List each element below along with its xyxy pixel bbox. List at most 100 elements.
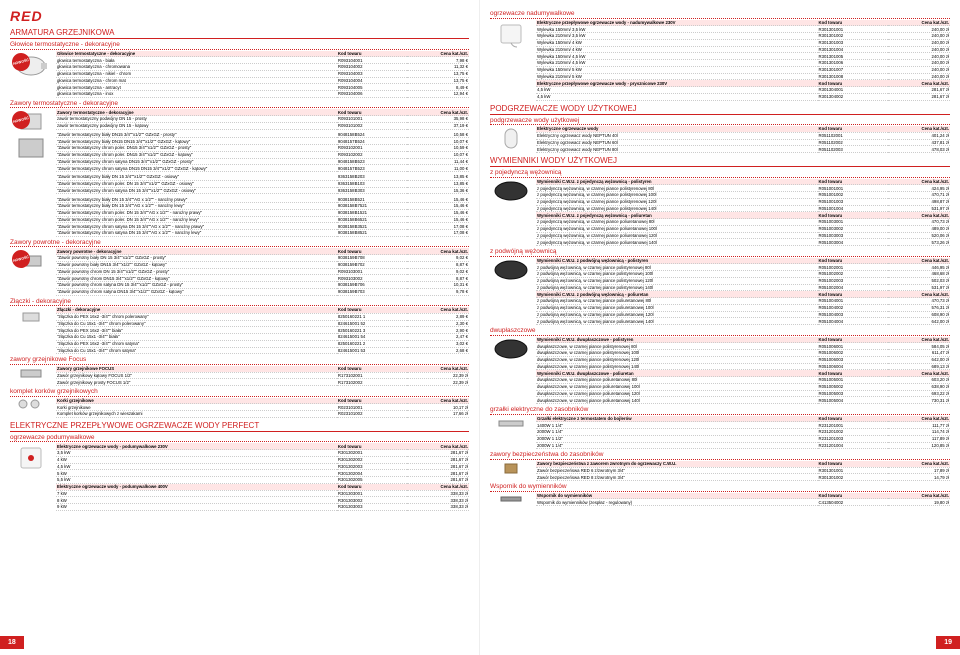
table-row: Wylewka 210mm/ 4,5 kWR301301006240,00 zł bbox=[536, 60, 950, 67]
sub-dwuplaszcz: dwupłaszczowe bbox=[490, 327, 950, 336]
section-grzalki: Grzałki elektryczne z termostatem do boj… bbox=[490, 416, 950, 450]
img-zlaczki bbox=[10, 307, 52, 354]
table-row: Wylewka 150mm/ 4,5 kWR301301005240,00 zł bbox=[536, 53, 950, 60]
table-row: Komplet korków grzejnikowych z wieszakam… bbox=[56, 411, 469, 418]
sub-podwojna: z podwójną wężownicą bbox=[490, 248, 950, 257]
table-row: Wylewka 210mm/ 3,5 kWR301301002240,00 zł bbox=[536, 33, 950, 40]
img-wspornik bbox=[490, 493, 532, 507]
section-zawory-powr: NOWOŚĆ Zawory powrotne - dekoracyjneKod … bbox=[10, 248, 469, 295]
table-row: "Zawór termostatyczny chrom poler. DN 15… bbox=[56, 180, 469, 187]
table-row: z podwójną wężownicą, w czarnej piance p… bbox=[536, 318, 950, 325]
table-row: dwupłaszczowe, w czarnej piance poliuret… bbox=[536, 390, 950, 397]
section-zlaczki: Złączki - dekoracyjneKod towaruCena kat.… bbox=[10, 307, 469, 354]
table-row: z podwójną wężownicą, w czarnej piance p… bbox=[536, 311, 950, 318]
sub-pojedyncza: z pojedynczą wężownicą bbox=[490, 169, 950, 178]
heading-wymienniki: WYMIENNIKI WODY UŻYTKOWEJ bbox=[490, 156, 950, 167]
right-page: ogrzewacze nadumywalkowe Elektryczne prz… bbox=[480, 0, 960, 655]
table-row: głowica termostatyczna - nikiel - chromR… bbox=[56, 70, 469, 77]
table-row: z podwójną wężownicą, w czarnej piance p… bbox=[536, 304, 950, 311]
table-row: z pojedynczą wężownicą, w czarnej piance… bbox=[536, 225, 950, 232]
table-row: dwupłaszczowe, w czarnej piance polistyr… bbox=[536, 350, 950, 357]
section-zawory-bezp: Zawory bezpieczeństwa z zaworem zwrotnym… bbox=[490, 461, 950, 481]
table-row: 2000W 1 1/2"R231201003117,89 zł bbox=[536, 435, 950, 442]
table-row: Wspornik do wymienników (zespłaz - regul… bbox=[536, 499, 950, 505]
img-podgrz bbox=[490, 126, 532, 153]
table-row: "Zawór termostatyczny chrom satyna DN15 … bbox=[56, 165, 469, 172]
table-row: "złączka do Cu 15x1 -3/4"" chrom satyna"… bbox=[56, 347, 469, 354]
section-podumy: Elektryczne ogrzewacze wody - podumywalk… bbox=[10, 443, 469, 511]
table-row: Elektryczny ogrzewacz wody NEPTUN 80lR05… bbox=[536, 146, 950, 153]
page-number-right: 19 bbox=[936, 636, 960, 649]
table-row: z pojedynczą wężownicą, w czarnej piance… bbox=[536, 239, 950, 246]
section-wspornik: Wspornik do wymiennikówKod towaruCena ka… bbox=[490, 493, 950, 507]
table-row: z pojedynczą wężownicą, w czarnej piance… bbox=[536, 192, 950, 199]
section-zawory-term: NOWOŚĆ Zawory termostatyczne - dekoracyj… bbox=[10, 109, 469, 237]
section-podgrz: Elektryczne ogrzewacze wodyKod towaruCen… bbox=[490, 126, 950, 153]
section-dwuplaszcz: Wymienniki C.W.U. dwupłaszczowe - polist… bbox=[490, 337, 950, 405]
img-nadumy bbox=[490, 20, 532, 101]
table-row: 5,5 kWR301302005281,67 zł bbox=[56, 477, 469, 484]
table-row: Elektryczny ogrzewacz wody NEPTUN 60lR05… bbox=[536, 139, 950, 146]
table-row: "złączka do PEX 16x2 -3/4"" biała"825016… bbox=[56, 327, 469, 334]
table-row: 2000W 1 1/4"R231201002114,74 zł bbox=[536, 429, 950, 436]
table-row: 2000W 1 1/4"R231201004120,85 zł bbox=[536, 442, 950, 449]
table-row: "Zawór termostatyczny chrom poler. DN 15… bbox=[56, 209, 469, 216]
heading-podgrz: PODGRZEWACZE WODY UŻYTKOWEJ bbox=[490, 104, 950, 115]
table-row: 4 kWR301302002281,67 zł bbox=[56, 456, 469, 463]
table-row: "Zawór powrotny chrom DN15 3/4""x1/2"" G… bbox=[56, 275, 469, 282]
table-row: "Zawór powrotny chrom satyna DN15 3/4""x… bbox=[56, 288, 469, 295]
table-row: Wylewka 210mm/ 5 kWR301301008240,00 zł bbox=[536, 73, 950, 80]
sub-zawory-bezp: zawory bezpieczeństwa do zasobników bbox=[490, 451, 950, 460]
table-row: Zawór grzejnikowy prosty FOCUS 1/2"R1731… bbox=[56, 379, 469, 386]
img-zawory-term: NOWOŚĆ bbox=[10, 109, 52, 237]
table-row: 4,5 kWR301304002281,67 zł bbox=[536, 93, 950, 100]
img-zawory-bezp bbox=[490, 461, 532, 481]
sub-zawory-term: Zawory termostatyczne - dekoracyjne bbox=[10, 100, 469, 109]
table-row: dwupłaszczowe, w czarnej piance polistyr… bbox=[536, 356, 950, 363]
heading-armatura: ARMATURA GRZEJNIKOWA bbox=[10, 28, 469, 39]
img-grzalki bbox=[490, 416, 532, 450]
table-row: "złączka do Cu 15x1 -3/4"" biała"8246150… bbox=[56, 334, 469, 341]
img-korki bbox=[10, 398, 52, 418]
img-podumy bbox=[10, 443, 52, 511]
table-row: "Zawór termostatyczny chrom poler. DN15 … bbox=[56, 151, 469, 158]
table-row: "Zawór termostatyczny chrom satyna DN15 … bbox=[56, 158, 469, 165]
table-row: "Zawór powrotny chrom satyna DN 15 3/4""… bbox=[56, 282, 469, 289]
table-row: Wylewka 150mm/ 4 kWR301301003240,00 zł bbox=[536, 39, 950, 46]
table-row: "złączka do Cu 15x1 -3/4"" chrom polerow… bbox=[56, 320, 469, 327]
table-row: głowica termostatyczna - inoxR0931040061… bbox=[56, 91, 469, 98]
table-row: z podwójną wężownicą, w czarnej piance p… bbox=[536, 271, 950, 278]
table-row: 8 kWR301303002338,33 zł bbox=[56, 497, 469, 504]
sub-wspornik: Wspornik do wymienników bbox=[490, 483, 950, 492]
table-row: "Zawór termostatyczny chrom poler. DN15 … bbox=[56, 145, 469, 152]
section-nadumy: Elektryczne przepływowe ogrzewacze wody … bbox=[490, 20, 950, 101]
heading-perfect: ELEKTRYCZNE PRZEPŁYWOWE OGRZEWACZE WODY … bbox=[10, 421, 469, 432]
img-glowice: NOWOŚĆ bbox=[10, 51, 52, 98]
section-podwojna: Wymienniki C.W.U. z podwójną wężownicą -… bbox=[490, 258, 950, 326]
sub-zawory-powr: Zawory powrotne - dekoracyjne bbox=[10, 239, 469, 248]
sub-korki: komplet korków grzejnikowych bbox=[10, 388, 469, 397]
table-row: z pojedynczą wężownicą, w czarnej piance… bbox=[536, 232, 950, 239]
table-row: "Zawór termostatyczny chrom satyna DN 15… bbox=[56, 187, 469, 194]
img-pojedyncza bbox=[490, 179, 532, 247]
img-zawory-powr: NOWOŚĆ bbox=[10, 248, 52, 295]
table-row: z podwójną wężownicą, w czarnej piance p… bbox=[536, 284, 950, 291]
section-korki: Korki grzejnikoweKod towaruCena kat./szt… bbox=[10, 398, 469, 418]
table-row: "Zawór termostatyczny biały DN15 DN15 3/… bbox=[56, 138, 469, 145]
sub-zlaczki: Złączki - dekoracyjne bbox=[10, 298, 469, 307]
section-focus: Zawory grzejnikowe FOCUSKod towaruCena k… bbox=[10, 366, 469, 386]
img-focus bbox=[10, 366, 52, 386]
table-row: dwupłaszczowe, w czarnej piance poliuret… bbox=[536, 383, 950, 390]
table-row: "złączka do PEX 16x2 -3/4"" chrom satyna… bbox=[56, 340, 469, 347]
img-dwuplaszcz bbox=[490, 337, 532, 405]
sub-glowice: Głowice termostatyczne - dekoracyjne bbox=[10, 41, 469, 50]
section-glowice: NOWOŚĆ Głowice termostatyczne - dekoracy… bbox=[10, 51, 469, 98]
table-row: głowica termostatyczna - chrom matR09310… bbox=[56, 77, 469, 84]
left-page: RED ARMATURA GRZEJNIKOWA Głowice termost… bbox=[0, 0, 480, 655]
table-row: dwupłaszczowe, w czarnej piance polistyr… bbox=[536, 363, 950, 370]
table-row: "Zawór powrotny chrom DN 15 3/4""x1/2"" … bbox=[56, 268, 469, 275]
table-row: z pojedynczą wężownicą, w czarnej piance… bbox=[536, 205, 950, 212]
table-row: 9 kWR301303003338,33 zł bbox=[56, 504, 469, 511]
table-row: 4,5 kWR301302003281,67 zł bbox=[56, 463, 469, 470]
page-number-left: 18 bbox=[0, 636, 24, 649]
